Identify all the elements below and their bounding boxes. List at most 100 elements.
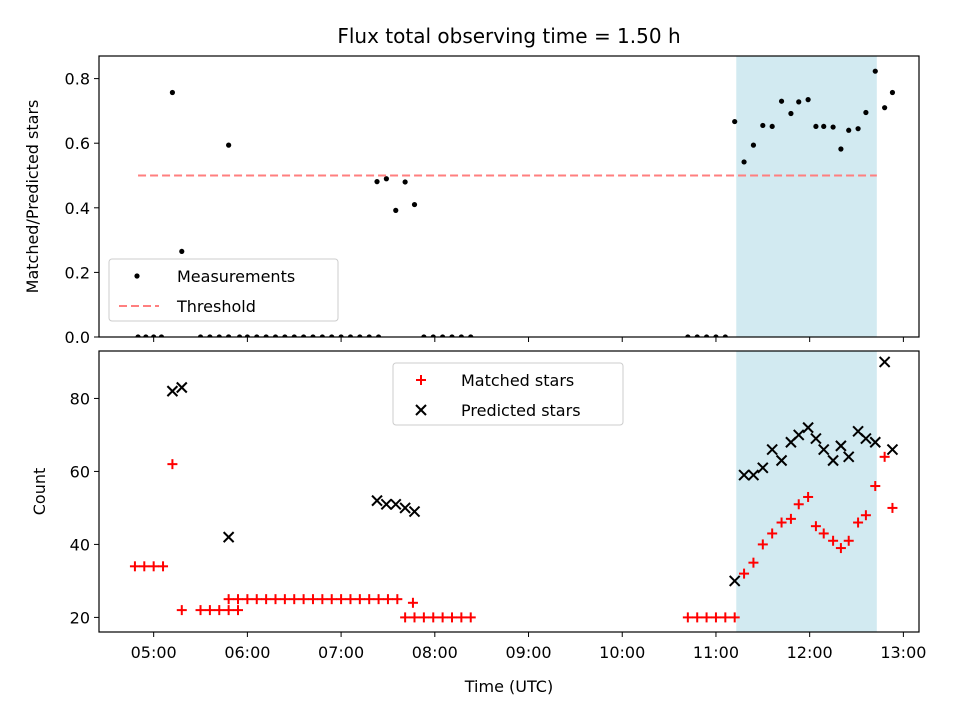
matched-stars-point xyxy=(456,612,467,623)
y-axis-label: Matched/Predicted stars xyxy=(23,100,42,294)
matched-stars-point xyxy=(843,535,854,546)
measurement-point xyxy=(383,176,389,182)
measurement-point xyxy=(430,334,436,337)
legend-predicted-swatch xyxy=(415,404,427,416)
legend: Matched stars Predicted stars xyxy=(392,362,624,426)
measurement-point xyxy=(366,334,372,337)
predicted-stars-point xyxy=(869,436,881,448)
matched-stars-point xyxy=(129,561,140,572)
measurement-point xyxy=(741,159,747,165)
matched-stars-point xyxy=(204,605,215,616)
axes-frame xyxy=(98,350,920,633)
plot-area xyxy=(129,356,899,623)
matched-stars-point xyxy=(710,612,721,623)
y-tick-label: 0.8 xyxy=(65,70,90,89)
matched-stars-point xyxy=(233,594,244,605)
measurement-point xyxy=(813,123,819,130)
matched-stars-point xyxy=(336,594,347,605)
matched-stars-point xyxy=(223,605,234,616)
predicted-stars-point xyxy=(843,451,855,463)
measurement-point xyxy=(197,334,204,337)
measurement-point xyxy=(872,68,878,74)
matched-stars-point xyxy=(701,612,712,623)
matched-stars-point xyxy=(392,594,403,605)
axes-frame xyxy=(98,55,920,338)
measurement-point xyxy=(236,334,243,337)
x-tick-label: 08:00 xyxy=(412,643,458,662)
matched-stars-point xyxy=(776,517,787,528)
matched-stars-point xyxy=(682,612,693,623)
matched-stars-point xyxy=(307,594,318,605)
measurement-point xyxy=(788,110,794,117)
matched-stars-point xyxy=(364,594,375,605)
x-tick-label: 11:00 xyxy=(693,643,739,662)
predicted-stars-point xyxy=(380,498,393,510)
matched-stars-point xyxy=(279,594,290,605)
measurement-point xyxy=(329,334,335,337)
plot-area xyxy=(135,68,896,337)
matched-stars-point xyxy=(242,594,253,605)
matched-stars-point xyxy=(729,612,740,623)
measurement-point xyxy=(151,334,157,337)
measurement-point xyxy=(301,334,307,337)
matched-stars-point xyxy=(345,594,356,605)
matched-stars-point xyxy=(167,459,178,470)
predicted-stars-point xyxy=(766,443,778,456)
legend: Measurements Threshold xyxy=(108,258,339,322)
measurement-point xyxy=(838,146,844,152)
measurement-point xyxy=(694,334,700,337)
measurement-point xyxy=(846,127,852,133)
measurement-point xyxy=(863,109,869,116)
matched-stars-point xyxy=(289,594,300,605)
measurement-point xyxy=(375,334,382,337)
measurement-point xyxy=(216,334,222,337)
measurement-point xyxy=(685,334,691,337)
measurement-point xyxy=(310,334,316,337)
measurement-point xyxy=(805,97,811,103)
matched-stars-point xyxy=(692,612,703,623)
measurement-point xyxy=(291,334,297,337)
legend-box xyxy=(392,362,624,426)
matched-stars-point xyxy=(828,535,839,546)
matched-stars-point xyxy=(176,605,187,616)
matched-stars-point xyxy=(446,612,457,623)
matched-stars-point xyxy=(757,539,768,550)
measurement-point xyxy=(750,142,757,148)
predicted-stars-point xyxy=(747,469,760,481)
y-tick-label: 0.2 xyxy=(65,263,90,282)
predicted-stars-point xyxy=(878,356,891,368)
predicted-stars-point xyxy=(738,469,750,481)
matched-stars-point xyxy=(835,543,846,554)
measurement-point xyxy=(338,334,344,337)
matched-stars-point xyxy=(437,612,448,623)
predicted-stars-point xyxy=(802,421,814,434)
predicted-stars-point xyxy=(835,440,847,452)
legend-label: Threshold xyxy=(176,297,256,316)
measurement-point xyxy=(374,179,380,185)
matched-stars-point xyxy=(214,605,225,616)
y-tick-label: 80 xyxy=(70,389,90,408)
predicted-stars-point xyxy=(827,454,839,467)
matched-stars-point xyxy=(409,612,420,623)
matched-stars-point xyxy=(400,612,411,623)
matched-stars-point xyxy=(195,605,206,616)
predicted-stars-point xyxy=(728,575,741,587)
matched-stars-point xyxy=(418,612,429,623)
legend-label: Predicted stars xyxy=(461,401,581,420)
bottom-panel: 20 40 60 80 05:00 06:00 07:00 08:00 09:00 10:00 11… xyxy=(30,350,926,662)
measurement-point xyxy=(468,334,474,337)
observing-window-span xyxy=(736,56,877,337)
y-tick-label: 0.4 xyxy=(65,199,90,218)
y-tick-label: 20 xyxy=(70,608,90,627)
measurement-point xyxy=(830,124,836,130)
top-panel: 0.0 0.2 0.4 0.6 0.8 Matched/Predicted stars Me… xyxy=(23,55,920,347)
measurement-point xyxy=(882,105,888,111)
predicted-stars-point xyxy=(775,454,788,467)
matched-stars-point xyxy=(870,481,881,492)
matched-stars-point xyxy=(803,491,814,502)
matched-stars-point xyxy=(382,594,393,605)
measurement-point xyxy=(855,126,861,132)
matched-stars-point xyxy=(428,612,439,623)
x-axis-label: Time (UTC) xyxy=(464,677,553,696)
